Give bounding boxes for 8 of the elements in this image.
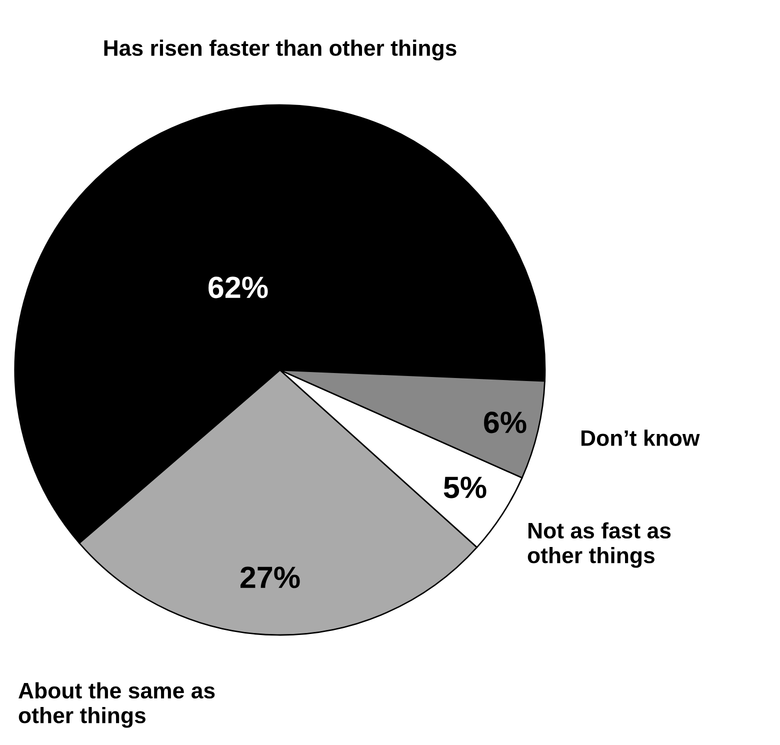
data-label: 62% bbox=[208, 276, 268, 298]
slice-label: Not as fast as other things bbox=[528, 522, 671, 568]
slice-label: About the same as other things bbox=[18, 682, 215, 728]
data-label: 5% bbox=[444, 476, 486, 498]
data-label: 6% bbox=[484, 412, 526, 434]
slice-label: Don’t know bbox=[581, 430, 700, 446]
data-label: 27% bbox=[240, 566, 300, 588]
slice-label: Has risen faster than other things bbox=[104, 40, 456, 60]
